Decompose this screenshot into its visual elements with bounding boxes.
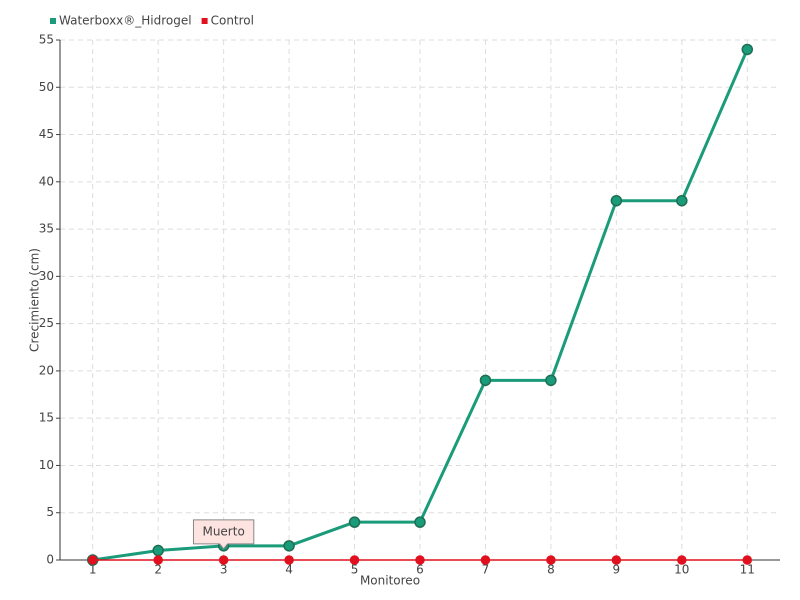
legend-label: Control bbox=[211, 14, 254, 28]
legend-label: Waterboxx®_Hidrogel bbox=[59, 14, 192, 28]
x-tick-label: 8 bbox=[547, 563, 555, 577]
data-point bbox=[414, 516, 426, 528]
data-point bbox=[546, 555, 556, 565]
data-point bbox=[153, 555, 163, 565]
legend-swatch bbox=[201, 18, 208, 24]
legend-swatch bbox=[50, 18, 56, 24]
data-point bbox=[152, 544, 164, 557]
data-point bbox=[741, 43, 754, 56]
data-point bbox=[218, 555, 229, 565]
data-point bbox=[87, 555, 98, 565]
x-tick-label: 9 bbox=[613, 563, 621, 577]
x-tick-label: 6 bbox=[416, 563, 424, 577]
x-tick-label: 3 bbox=[220, 563, 228, 577]
data-point bbox=[480, 555, 491, 565]
x-tick-label: 1 bbox=[89, 563, 97, 577]
data-point bbox=[677, 555, 687, 565]
y-tick-label: 5 bbox=[46, 505, 54, 519]
x-tick-label: 2 bbox=[154, 563, 162, 577]
y-tick-label: 45 bbox=[39, 127, 54, 141]
y-tick-label: 30 bbox=[39, 269, 54, 283]
x-tick-label: 4 bbox=[285, 563, 293, 577]
y-tick-label: 50 bbox=[39, 80, 54, 94]
data-point bbox=[742, 555, 753, 565]
y-tick-label: 0 bbox=[46, 553, 54, 567]
data-point bbox=[415, 555, 425, 565]
y-axis-label: Crecimiento (cm) bbox=[28, 248, 42, 352]
data-point bbox=[545, 374, 557, 387]
x-axis-label: Monitoreo bbox=[360, 574, 420, 588]
data-point bbox=[479, 374, 492, 387]
y-tick-label: 25 bbox=[39, 316, 54, 330]
y-tick-label: 55 bbox=[39, 33, 54, 47]
x-tick-label: 10 bbox=[674, 563, 689, 577]
annotation-box bbox=[192, 519, 255, 550]
y-tick-label: 40 bbox=[39, 174, 54, 188]
annotation-text: Muerto bbox=[202, 524, 244, 538]
y-tick-label: 20 bbox=[39, 363, 54, 377]
x-tick-label: 11 bbox=[740, 563, 755, 577]
data-point bbox=[284, 555, 294, 565]
data-point bbox=[283, 540, 295, 552]
x-tick-label: 5 bbox=[351, 563, 359, 577]
y-tick-label: 15 bbox=[39, 411, 54, 425]
data-point bbox=[349, 555, 360, 565]
y-tick-label: 10 bbox=[39, 458, 54, 472]
data-point bbox=[610, 194, 623, 207]
data-point bbox=[611, 555, 622, 565]
y-tick-label: 35 bbox=[39, 222, 54, 236]
data-point bbox=[676, 194, 688, 207]
x-tick-label: 7 bbox=[482, 563, 490, 577]
data-point bbox=[348, 516, 361, 528]
